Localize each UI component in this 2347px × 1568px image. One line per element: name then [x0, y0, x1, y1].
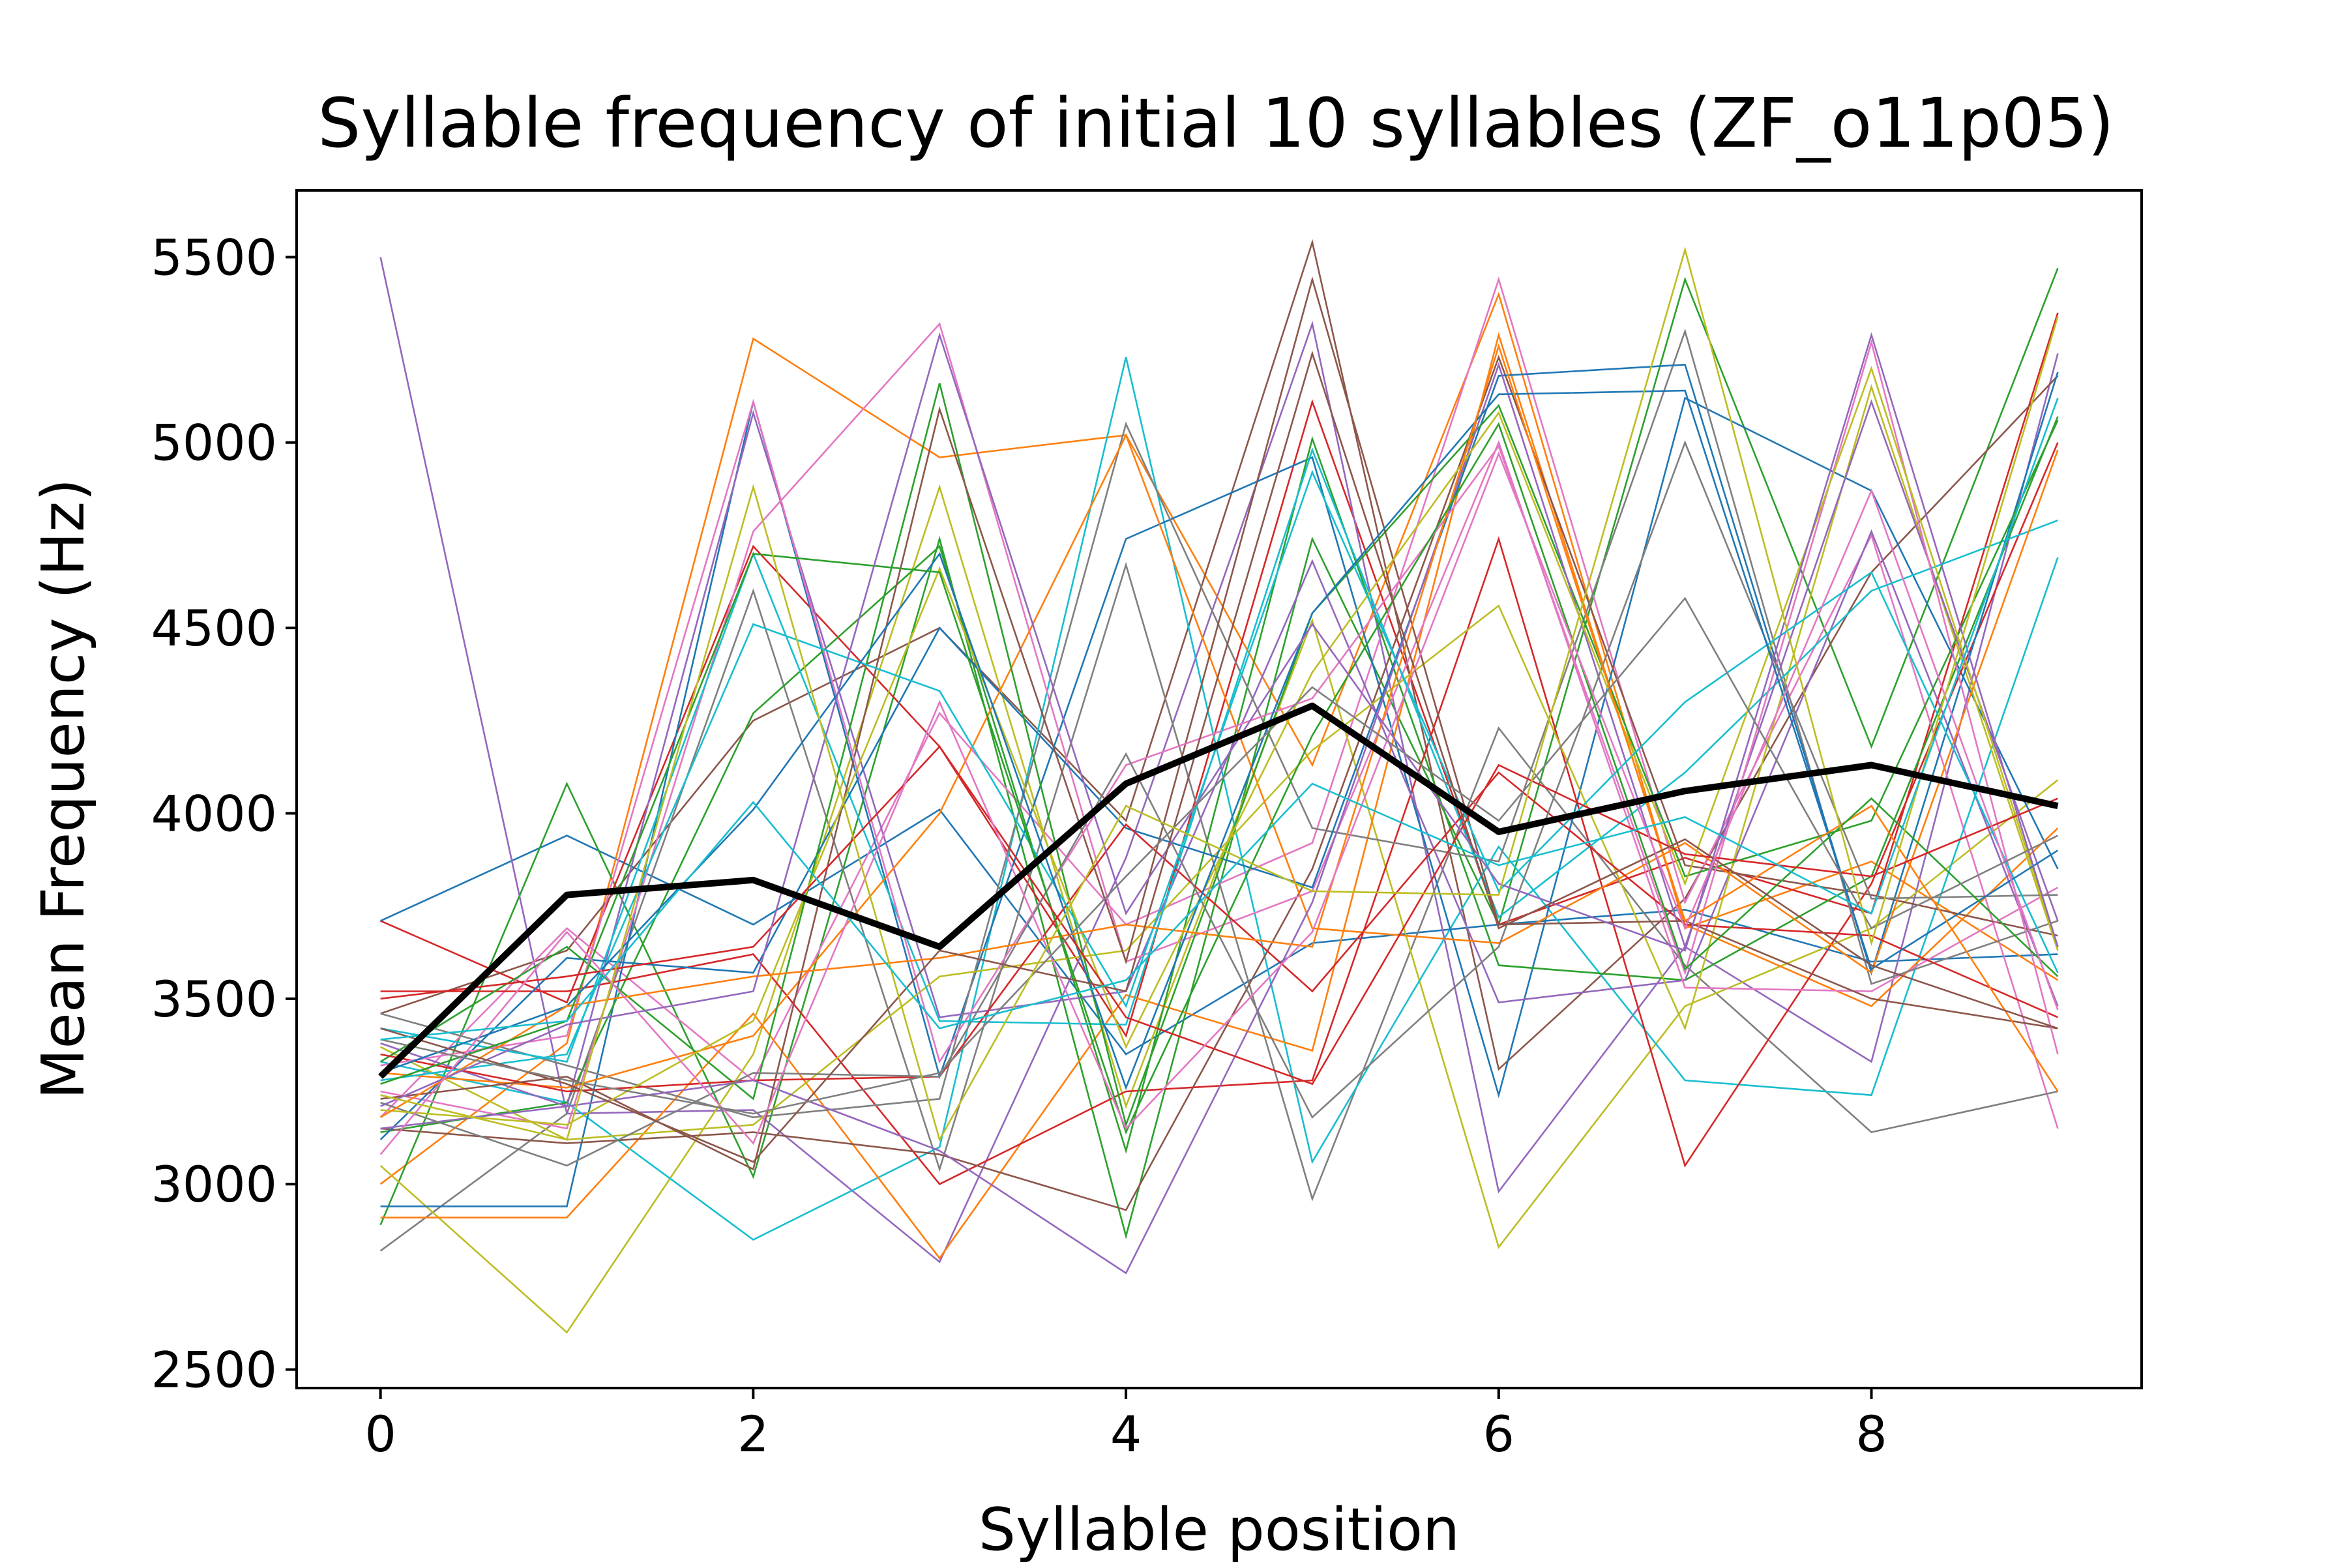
x-axis-label: Syllable position	[979, 1496, 1460, 1564]
y-axis-label: Mean Frequency (Hz)	[29, 479, 98, 1100]
x-tick-label: 2	[737, 1405, 769, 1463]
series-line-26	[380, 276, 2058, 1171]
series-line-40	[380, 398, 2059, 1041]
series-line-22	[380, 433, 2059, 1089]
y-tick-label: 3000	[151, 1155, 277, 1213]
plot-lines	[379, 239, 2059, 1334]
y-tick-label: 4000	[151, 784, 277, 842]
series-line-12	[380, 332, 2059, 1260]
y-tick-label: 5000	[151, 414, 277, 472]
series-line-38	[380, 597, 2058, 1115]
x-axis: 0 2 4 6 8	[364, 1388, 1887, 1463]
y-tick-label: 2500	[151, 1341, 277, 1399]
series-line-3	[379, 267, 2059, 1239]
series-line-24	[380, 771, 2058, 1093]
chart-title: Syllable frequency of initial 10 syllabl…	[317, 83, 2114, 163]
plot-frame	[295, 189, 2143, 1389]
y-tick-label: 3500	[151, 970, 277, 1028]
series-line-2	[379, 291, 2059, 1185]
series-line-27	[380, 339, 2059, 1067]
series-line-35	[380, 332, 2059, 1107]
series-line-9	[379, 484, 2059, 1334]
series-line-7	[379, 276, 2059, 1129]
series-line-30	[380, 469, 2059, 1082]
series-line-4	[380, 312, 2059, 1038]
series-line-5	[379, 257, 2059, 1264]
y-tick-label: 4500	[151, 599, 277, 657]
x-tick-label: 0	[364, 1405, 396, 1463]
series-line-17	[380, 322, 2059, 1130]
series-line-6	[380, 239, 2059, 1071]
y-axis: 2500 3000 3500 4000 4500 5000 5500	[151, 228, 297, 1399]
series-line-25	[380, 362, 2059, 1275]
mean-line	[378, 702, 2059, 1079]
series-line-37	[379, 451, 2059, 1155]
mean-line-group	[378, 702, 2059, 1079]
series-line-36	[380, 350, 2058, 1163]
series-line-31	[380, 389, 2059, 1091]
series-line-11	[380, 396, 2059, 1207]
series-line-16	[380, 355, 2058, 1211]
series-line-29	[380, 365, 2059, 1126]
series-line-23	[379, 383, 2059, 1128]
x-tick-label: 6	[1483, 1405, 1514, 1463]
x-tick-label: 8	[1855, 1405, 1887, 1463]
series-line-10	[380, 357, 2059, 1241]
y-tick-label: 5500	[151, 228, 277, 286]
x-tick-label: 4	[1110, 1405, 1142, 1463]
series-line-1	[380, 808, 2058, 1056]
series-line-39	[380, 246, 2059, 1142]
series-line-15	[380, 409, 2059, 1108]
series-line-33	[380, 422, 2059, 1135]
